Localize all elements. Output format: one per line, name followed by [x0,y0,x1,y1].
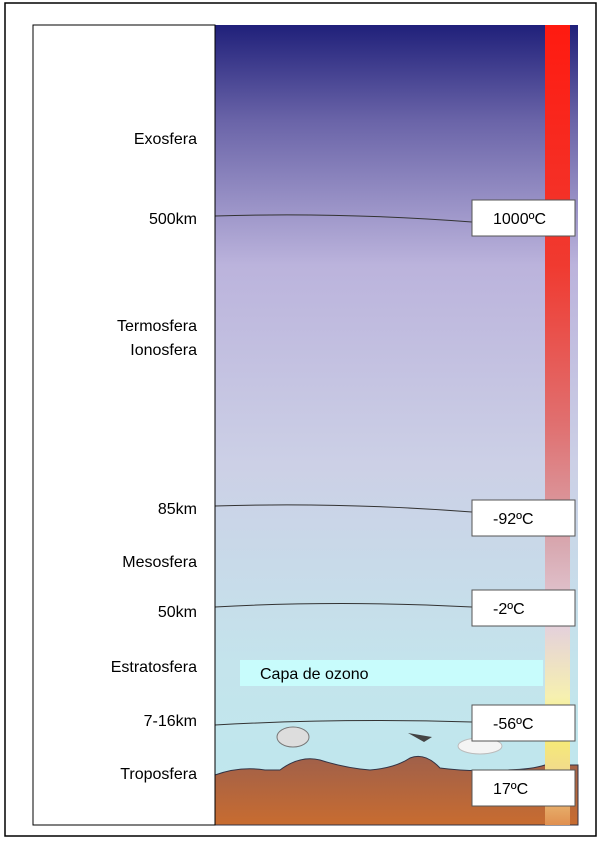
temperature-label: -92ºC [493,511,534,528]
layer-label: Exosfera [134,131,197,148]
layer-label: Estratosfera [111,659,197,676]
layer-label: Mesosfera [122,554,197,571]
altitude-label: 7-16km [144,713,197,730]
ozone-label: Capa de ozono [260,666,369,683]
temperature-label: -2ºC [493,601,525,618]
layer-label: Ionosfera [130,342,197,359]
altitude-label: 50km [158,604,197,621]
layer-label: Troposfera [120,766,197,783]
cloud [277,727,309,747]
temperature-label: 17ºC [493,781,528,798]
temperature-label: 1000ºC [493,211,546,228]
altitude-label: 500km [149,211,197,228]
layer-label: Termosfera [117,318,197,335]
page: {"left_labels": ["Exosfera", "500km", "T… [0,0,600,840]
atmosphere-diagram: Capa de ozono Exosfera 500km Termosfera … [0,0,600,840]
temperature-label: -56ºC [493,716,534,733]
altitude-label: 85km [158,501,197,518]
